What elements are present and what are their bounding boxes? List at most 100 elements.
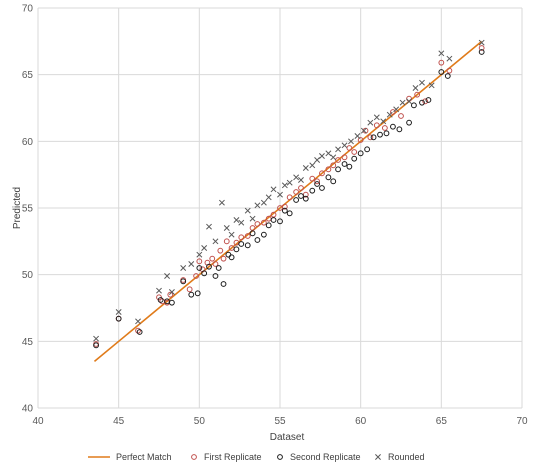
data-point xyxy=(265,222,272,229)
data-point xyxy=(212,261,219,267)
data-point xyxy=(412,85,419,91)
x-tick-label: 70 xyxy=(516,416,528,427)
data-point xyxy=(314,157,321,163)
data-point xyxy=(228,231,235,238)
data-point xyxy=(238,219,245,226)
data-point xyxy=(225,251,232,258)
data-point xyxy=(399,99,406,106)
data-point xyxy=(254,221,261,227)
data-point xyxy=(318,153,325,159)
data-point xyxy=(335,166,341,173)
series-perfect-match xyxy=(93,40,483,362)
data-point xyxy=(217,247,224,254)
data-point xyxy=(265,194,272,201)
data-point xyxy=(196,265,203,271)
data-point xyxy=(233,217,240,223)
series xyxy=(93,39,485,362)
data-point xyxy=(223,225,230,231)
data-point xyxy=(238,241,245,247)
x-axis-title: Dataset xyxy=(270,432,305,443)
data-point xyxy=(330,178,337,185)
data-point xyxy=(319,185,325,191)
y-axis-title: Predicted xyxy=(12,187,23,229)
data-point xyxy=(180,265,187,271)
data-point xyxy=(260,231,267,238)
data-point xyxy=(411,102,417,109)
data-point xyxy=(270,186,277,193)
y-tick-label: 40 xyxy=(22,404,34,415)
data-point xyxy=(373,114,380,121)
legend-swatch xyxy=(191,454,197,460)
data-point xyxy=(341,154,348,161)
data-point xyxy=(302,165,309,171)
x-tick-label: 45 xyxy=(113,416,125,427)
data-point xyxy=(446,67,453,74)
data-point xyxy=(422,98,429,105)
data-point xyxy=(341,161,348,167)
data-point xyxy=(244,242,251,249)
y-tick-label: 60 xyxy=(22,137,34,148)
data-point xyxy=(135,318,141,325)
data-point xyxy=(298,177,304,183)
x-tick-label: 65 xyxy=(436,416,448,427)
data-point xyxy=(438,59,445,66)
data-point xyxy=(228,254,235,261)
data-point xyxy=(425,97,432,103)
data-point xyxy=(325,174,332,181)
data-point xyxy=(309,175,316,182)
data-point xyxy=(377,131,383,138)
data-point xyxy=(196,258,203,265)
y-tick-label: 50 xyxy=(22,270,34,281)
data-point xyxy=(286,210,293,217)
data-point xyxy=(373,122,380,129)
data-point xyxy=(381,125,388,131)
legend-label: First Replicate xyxy=(204,452,262,462)
data-point xyxy=(254,237,261,243)
data-point xyxy=(254,202,261,209)
legend-label: Perfect Match xyxy=(116,452,172,462)
data-point xyxy=(223,238,230,245)
data-point xyxy=(193,273,200,279)
data-point xyxy=(325,150,332,157)
legend-item: First Replicate xyxy=(191,452,262,462)
data-point xyxy=(115,309,122,315)
data-point xyxy=(277,218,283,225)
data-point xyxy=(194,290,201,297)
data-point xyxy=(351,149,358,155)
data-point xyxy=(302,195,309,202)
data-point xyxy=(281,182,288,189)
data-point xyxy=(249,215,256,222)
data-point xyxy=(414,91,421,98)
data-point xyxy=(446,55,453,62)
axes: 40 45 50 55 60 65 70 40 45 50 55 60 65 70 xyxy=(22,4,528,428)
data-point xyxy=(360,127,367,134)
data-point xyxy=(201,270,208,277)
legend-item: Rounded xyxy=(375,452,425,462)
data-point xyxy=(286,194,293,201)
data-point xyxy=(380,118,387,125)
data-point xyxy=(136,329,143,335)
series-first-replicate xyxy=(93,45,485,347)
legend-label: Second Replicate xyxy=(290,452,361,462)
data-point xyxy=(319,170,325,177)
data-point xyxy=(348,138,354,145)
data-point xyxy=(314,178,321,185)
data-point xyxy=(206,263,212,270)
data-point xyxy=(396,126,403,133)
legend-label: Rounded xyxy=(388,452,425,462)
data-point xyxy=(169,299,175,306)
data-point xyxy=(180,278,187,285)
x-tick-label: 40 xyxy=(32,416,44,427)
data-point xyxy=(270,217,277,223)
data-point xyxy=(367,119,374,126)
data-point xyxy=(330,162,337,169)
data-point xyxy=(390,123,396,130)
data-point xyxy=(201,245,208,251)
data-point xyxy=(233,246,240,253)
data-point xyxy=(244,233,251,239)
data-point xyxy=(220,281,227,287)
data-point xyxy=(281,207,288,214)
data-point xyxy=(393,106,400,113)
data-point xyxy=(220,255,227,262)
